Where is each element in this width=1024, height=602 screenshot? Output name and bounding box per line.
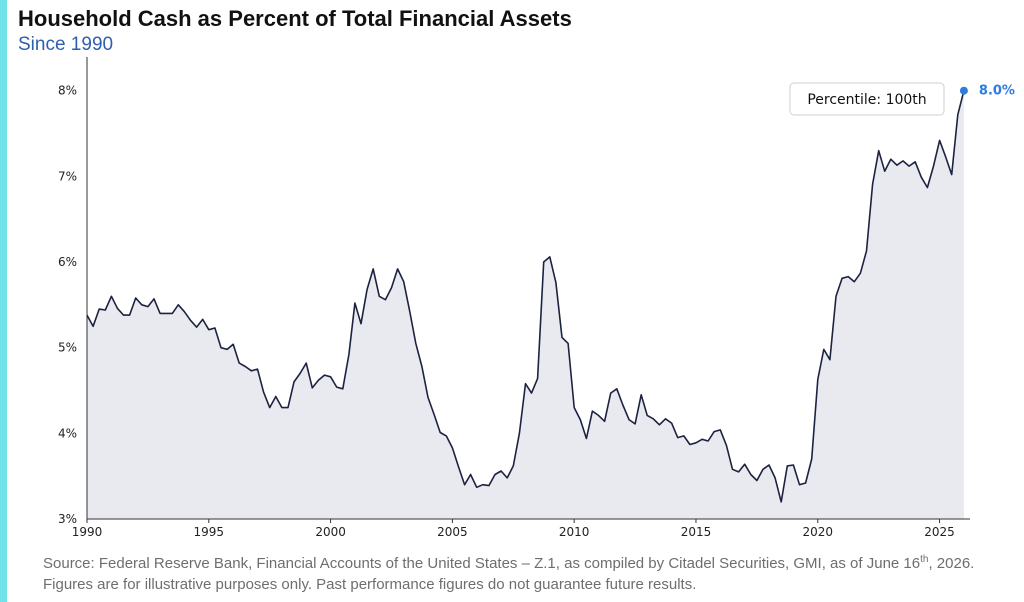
source-superscript: th (920, 554, 929, 565)
last-point-marker (959, 86, 968, 95)
source-note: Source: Federal Reserve Bank, Financial … (43, 553, 1018, 595)
source-text-part2: , 2026. Figures are for illustrative pur… (43, 555, 975, 593)
x-tick-label: 2020 (802, 525, 833, 539)
percentile-callout-text: Percentile: 100th (807, 92, 926, 108)
y-tick-label: 8% (58, 84, 77, 98)
x-tick-label: 2015 (681, 525, 712, 539)
y-tick-label: 7% (58, 169, 77, 183)
y-tick-label: 3% (58, 512, 77, 526)
x-tick-label: 2025 (924, 525, 955, 539)
y-tick-label: 5% (58, 341, 77, 355)
chart-area: 3% 4% 5% 6% 7% 8% 1990 1995 2000 2005 2010 2015 2020… (58, 57, 1015, 539)
x-tick-label: 1995 (194, 525, 225, 539)
series-line (86, 90, 965, 503)
x-tick-label: 1990 (72, 525, 103, 539)
last-value-label: 8.0% (979, 84, 1015, 99)
series-area (87, 90, 964, 519)
percentile-callout-box (789, 82, 945, 116)
y-tick-label: 4% (58, 426, 77, 440)
chart-subtitle: Since 1990 (18, 34, 114, 55)
chart-title: Household Cash as Percent of Total Finan… (18, 6, 572, 31)
x-tick-label: 2010 (559, 525, 590, 539)
source-text-part1: Source: Federal Reserve Bank, Financial … (43, 555, 921, 572)
y-tick-label: 6% (58, 255, 77, 269)
x-tick-label: 2000 (315, 525, 346, 539)
accent-bar (0, 0, 7, 602)
x-tick-label: 2005 (437, 525, 468, 539)
